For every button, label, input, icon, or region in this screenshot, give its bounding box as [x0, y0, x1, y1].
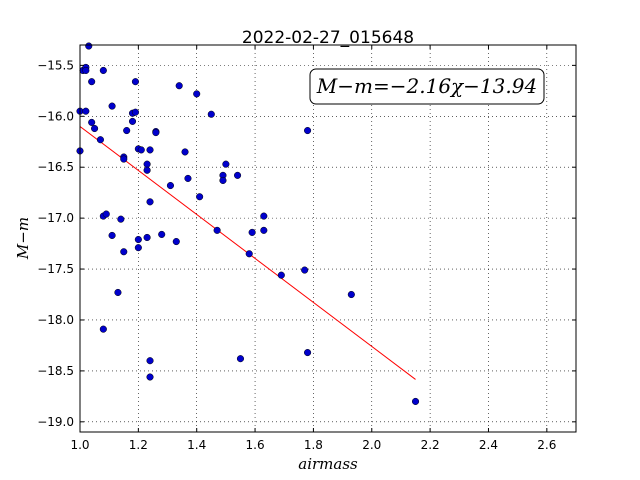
y-tick-label: −17.5: [37, 262, 74, 276]
data-point: [143, 233, 151, 242]
data-point: [134, 244, 142, 252]
data-point: [88, 118, 96, 126]
data-point: [137, 146, 145, 154]
data-point: [120, 155, 128, 163]
data-point: [219, 176, 227, 184]
y-axis-label: M−m: [14, 217, 32, 260]
data-point: [158, 230, 166, 238]
data-point: [260, 212, 268, 220]
data-point: [82, 107, 90, 115]
data-point: [96, 136, 104, 144]
data-point: [120, 248, 128, 256]
y-tick-labels: −15.5 −16.0 −16.5 −17.0 −17.5 −18.0 −18.5 −19.0: [37, 58, 74, 428]
data-point: [184, 174, 192, 182]
data-point: [99, 325, 107, 333]
data-point: [213, 226, 221, 234]
data-point: [196, 193, 204, 201]
x-tick-label: 2.6: [537, 438, 556, 452]
plot-frame: [79, 44, 577, 433]
data-point: [245, 250, 253, 258]
x-tick-label: 2.2: [421, 438, 440, 452]
y-tick-label: −18.5: [37, 364, 74, 378]
grid: [79, 45, 576, 432]
x-tick-label: 1.0: [70, 438, 89, 452]
chart-title: 2022-02-27_015648: [242, 28, 414, 48]
x-tick-label: 2.4: [479, 438, 498, 452]
data-point: [123, 126, 131, 135]
x-tick-label: 1.6: [246, 438, 265, 452]
x-tick-labels: 1.0 1.2 1.4 1.6 1.8 2.0 2.2 2.4 2.6: [70, 438, 556, 452]
data-point: [128, 117, 137, 125]
y-tick-label: −17.0: [37, 211, 74, 225]
data-point: [108, 102, 116, 110]
x-tick-label: 2.0: [362, 438, 381, 452]
data-point: [304, 349, 312, 357]
ticks: [79, 45, 576, 432]
data-point: [102, 210, 110, 218]
x-tick-label: 1.4: [187, 438, 206, 452]
data-point: [172, 238, 180, 246]
data-point: [143, 160, 151, 168]
y-tick-label: −16.0: [37, 109, 74, 123]
data-point: [131, 78, 139, 86]
data-point: [108, 231, 116, 239]
data-point: [146, 373, 154, 381]
data-point: [301, 266, 309, 274]
data-point: [146, 357, 154, 365]
data-point: [222, 160, 230, 168]
data-point: [85, 42, 93, 50]
data-point: [134, 235, 142, 244]
data-point: [277, 271, 285, 279]
y-tick-label: −19.0: [37, 415, 74, 429]
x-tick-label: 1.8: [304, 438, 323, 452]
data-point: [175, 82, 183, 90]
data-point: [146, 146, 154, 154]
data-point: [146, 198, 154, 206]
data-point: [236, 355, 245, 363]
data-point: [166, 181, 174, 190]
data-point: [181, 148, 189, 156]
data-point: [143, 166, 151, 174]
data-point: [193, 90, 201, 98]
data-point: [248, 228, 256, 236]
data-point: [234, 171, 242, 179]
data-point: [99, 66, 107, 75]
data-point: [131, 108, 139, 116]
data-point: [347, 290, 355, 299]
x-axis-label: airmass: [298, 455, 358, 473]
data-point: [114, 288, 122, 297]
y-tick-label: −18.0: [37, 313, 74, 327]
data-point: [207, 110, 215, 118]
data-points: [76, 42, 420, 405]
data-point: [88, 78, 96, 86]
data-point: [260, 226, 268, 234]
y-tick-label: −15.5: [37, 58, 74, 72]
data-point: [304, 126, 312, 135]
fit-equation: M−m=−2.16χ−13.94: [316, 74, 537, 98]
data-point: [411, 397, 420, 405]
fit-equation-box: [309, 68, 545, 105]
y-tick-label: −16.5: [37, 160, 74, 174]
data-point: [117, 215, 125, 223]
data-point: [82, 66, 90, 75]
data-point: [91, 124, 99, 133]
data-point: [152, 129, 160, 137]
x-tick-label: 1.2: [129, 438, 148, 452]
